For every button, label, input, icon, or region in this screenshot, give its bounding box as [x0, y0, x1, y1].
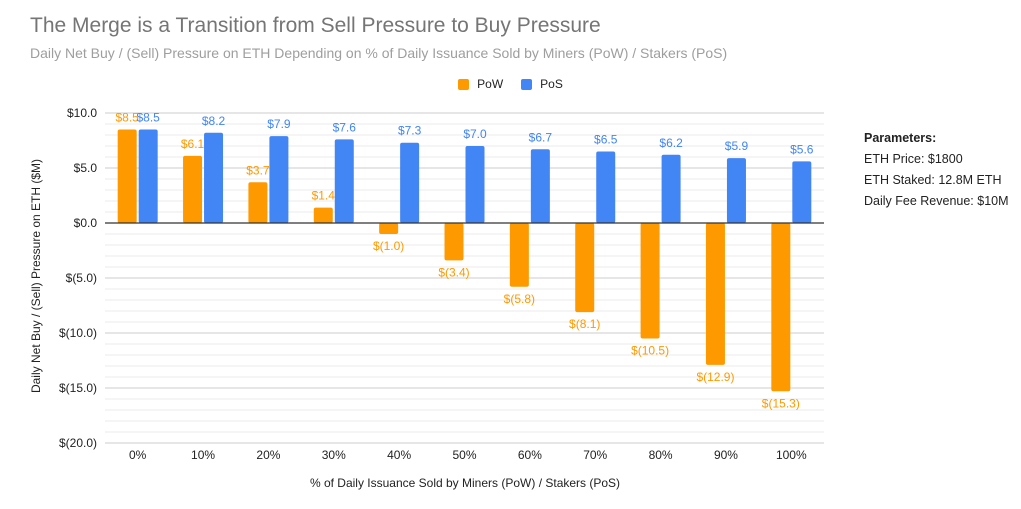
bar-pos [400, 142, 420, 223]
data-label-pow: $8.5 [116, 111, 140, 125]
y-axis-title: Daily Net Buy / (Sell) Pressure on ETH (… [29, 158, 43, 394]
data-label-pos: $6.7 [529, 130, 553, 144]
x-tick-label: 20% [256, 448, 280, 462]
data-label-pow: $(8.1) [569, 317, 600, 331]
data-label-pos: $6.2 [659, 136, 683, 150]
bar-pos [530, 149, 550, 223]
bar-pow [509, 223, 529, 287]
legend: PoW PoS [0, 77, 1021, 91]
data-label-pow: $(10.5) [631, 344, 669, 358]
parameters-box: Parameters: ETH Price: $1800 ETH Staked:… [864, 128, 1009, 212]
bar-pow [705, 223, 725, 365]
data-label-pow: $3.7 [246, 163, 270, 177]
y-tick-label: $5.0 [74, 161, 98, 175]
bar-pow [313, 207, 333, 223]
bar-pos [138, 129, 158, 223]
legend-item-pow[interactable]: PoW [458, 77, 503, 91]
x-tick-label: 100% [776, 448, 807, 462]
x-tick-label: 90% [714, 448, 738, 462]
bar-pos [269, 136, 289, 223]
bar-pow [379, 223, 399, 234]
data-label-pos: $8.5 [137, 111, 161, 125]
x-tick-label: 10% [191, 448, 215, 462]
x-tick-label: 80% [649, 448, 673, 462]
data-label-pow: $(1.0) [373, 239, 404, 253]
bar-pow [183, 155, 203, 223]
legend-item-pos[interactable]: PoS [521, 77, 563, 91]
y-tick-label: $(15.0) [59, 381, 97, 395]
bar-pos [792, 161, 812, 223]
parameter-eth-price: ETH Price: $1800 [864, 152, 963, 166]
data-label-pow: $(3.4) [438, 265, 469, 279]
data-label-pow: $(15.3) [762, 396, 800, 410]
x-tick-label: 70% [583, 448, 607, 462]
data-label-pos: $5.9 [725, 139, 749, 153]
bar-pos [465, 146, 485, 223]
y-tick-label: $0.0 [74, 216, 98, 230]
data-label-pow: $6.1 [181, 137, 205, 151]
data-label-pos: $6.5 [594, 133, 618, 147]
y-tick-label: $(5.0) [66, 271, 97, 285]
legend-swatch-pow [458, 78, 470, 90]
bar-pos [334, 139, 354, 223]
data-label-pow: $1.4 [312, 189, 336, 203]
parameter-daily-fee-revenue: Daily Fee Revenue: $10M [864, 194, 1009, 208]
data-label-pos: $7.6 [333, 120, 357, 134]
bar-pow [640, 223, 660, 339]
bar-pos [204, 132, 224, 223]
parameters-heading: Parameters: [864, 131, 937, 145]
data-label-pos: $7.9 [267, 117, 291, 131]
data-label-pos: $7.3 [398, 124, 422, 138]
data-label-pow: $(12.9) [696, 370, 734, 384]
parameter-eth-staked: ETH Staked: 12.8M ETH [864, 173, 1002, 187]
bar-pos [661, 154, 681, 223]
x-axis-title: % of Daily Issuance Sold by Miners (PoW)… [309, 476, 621, 490]
chart-subtitle: Daily Net Buy / (Sell) Pressure on ETH D… [30, 45, 728, 61]
bar-pow [444, 223, 464, 261]
legend-label-pow: PoW [477, 77, 504, 91]
y-tick-label: $(20.0) [59, 436, 97, 450]
bar-pow [771, 223, 791, 392]
bar-pow [575, 223, 595, 313]
bar-pow [117, 129, 137, 223]
x-tick-label: 50% [452, 448, 476, 462]
x-tick-label: 30% [322, 448, 346, 462]
data-label-pos: $7.0 [463, 127, 487, 141]
data-label-pos: $5.6 [790, 142, 814, 156]
bar-pow [248, 182, 268, 223]
x-tick-label: 0% [129, 448, 147, 462]
x-tick-label: 60% [518, 448, 542, 462]
legend-swatch-pos [521, 78, 533, 90]
y-tick-label: $(10.0) [59, 326, 97, 340]
y-tick-label: $10.0 [67, 106, 97, 120]
data-label-pos: $8.2 [202, 114, 226, 128]
chart-title: The Merge is a Transition from Sell Pres… [30, 14, 601, 37]
x-tick-label: 40% [387, 448, 411, 462]
data-label-pow: $(5.8) [504, 292, 535, 306]
bar-pos [726, 158, 746, 223]
bar-pos [596, 151, 616, 223]
legend-label-pos: PoS [540, 77, 563, 91]
